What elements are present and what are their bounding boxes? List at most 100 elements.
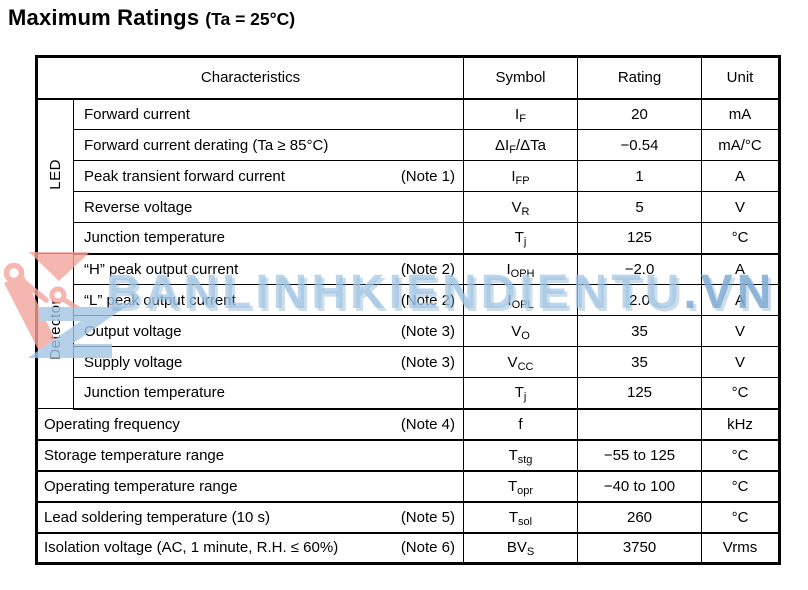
- rating-value: 3750: [577, 532, 702, 564]
- symbol-value: Tj: [463, 377, 578, 410]
- table-row: Isolation voltage (AC, 1 minute, R.H. ≤ …: [36, 532, 780, 564]
- rating-value: 125: [577, 222, 702, 255]
- characteristic-cell: Forward current derating (Ta ≥ 85°C): [73, 129, 464, 161]
- unit-value: V: [701, 346, 780, 378]
- unit-value: °C: [701, 222, 780, 255]
- characteristic-label: Junction temperature: [84, 229, 225, 247]
- unit-value: °C: [701, 470, 780, 503]
- note-label: (Note 2): [400, 291, 455, 309]
- symbol-value: IF: [463, 98, 578, 130]
- table-row: Junction temperature Tj 125 °C: [37, 222, 780, 255]
- table-row: Operating frequency (Note 4) f kHz: [36, 408, 780, 441]
- rating-value: −40 to 100: [577, 470, 702, 503]
- characteristic-cell: Storage temperature range: [36, 439, 464, 472]
- page-title: Maximum Ratings (Ta = 25°C): [8, 5, 295, 31]
- table-body: LED Forward current IF 20 mA Forward current …: [36, 98, 780, 564]
- symbol-value: VR: [463, 191, 578, 223]
- unit-value: A: [701, 284, 780, 316]
- symbol-value: Tj: [463, 222, 578, 255]
- column-header-symbol: Symbol: [463, 56, 578, 100]
- rating-value: 35: [577, 315, 702, 347]
- table-row: Supply voltage (Note 3) VCC 35 V: [37, 346, 780, 378]
- page-title-main: Maximum Ratings: [8, 5, 200, 30]
- characteristic-label: Operating frequency: [44, 415, 180, 433]
- note-label: (Note 6): [400, 539, 455, 557]
- table-row: Reverse voltage VR 5 V: [37, 191, 780, 223]
- characteristic-cell: Operating temperature range: [36, 470, 464, 503]
- characteristic-cell: Output voltage (Note 3): [73, 315, 464, 347]
- symbol-value: Tstg: [463, 439, 578, 472]
- unit-value: mA: [701, 98, 780, 130]
- unit-value: V: [701, 191, 780, 223]
- unit-value: A: [701, 160, 780, 192]
- rating-value: [577, 408, 702, 441]
- table-row: “L” peak output current (Note 2) IOPL 2.0 A: [37, 284, 780, 316]
- rating-value: 2.0: [577, 284, 702, 316]
- characteristic-cell: Lead soldering temperature (10 s) (Note 5…: [36, 501, 464, 534]
- characteristic-label: Forward current derating (Ta ≥ 85°C): [84, 136, 329, 154]
- symbol-value: f: [463, 408, 578, 441]
- characteristic-label: Storage temperature range: [44, 446, 225, 464]
- note-label: (Note 1): [400, 167, 455, 185]
- symbol-value: IOPL: [463, 284, 578, 316]
- unit-value: °C: [701, 377, 780, 410]
- rating-value: 125: [577, 377, 702, 410]
- table-row: Forward current derating (Ta ≥ 85°C) ΔIF/…: [37, 129, 780, 161]
- characteristic-label: Operating temperature range: [44, 477, 238, 495]
- characteristic-cell: Reverse voltage: [73, 191, 464, 223]
- table-row: Lead soldering temperature (10 s) (Note 5…: [36, 501, 780, 534]
- group-label-detector: Detector: [36, 253, 74, 409]
- table-row: Operating temperature range Topr −40 to 10…: [36, 470, 780, 503]
- characteristic-label: Junction temperature: [84, 384, 225, 402]
- characteristic-cell: “L” peak output current (Note 2): [73, 284, 464, 316]
- symbol-value: BVS: [463, 532, 578, 564]
- table-row: Output voltage (Note 3) VO 35 V: [37, 315, 780, 347]
- note-label: (Note 4): [400, 415, 455, 433]
- rating-value: 1: [577, 160, 702, 192]
- characteristic-label: “L” peak output current: [84, 291, 236, 309]
- characteristic-label: Forward current: [84, 105, 190, 123]
- symbol-value: Tsol: [463, 501, 578, 534]
- symbol-value: ΔIF/ΔTa: [463, 129, 578, 161]
- rating-value: 35: [577, 346, 702, 378]
- ratings-table: Characteristics Symbol Rating Unit LED Fo…: [35, 55, 781, 565]
- unit-value: A: [701, 253, 780, 285]
- characteristic-label: Reverse voltage: [84, 198, 193, 216]
- characteristic-cell: “H” peak output current (Note 2): [73, 253, 464, 285]
- group-label-led: LED: [36, 98, 74, 254]
- characteristic-cell: Isolation voltage (AC, 1 minute, R.H. ≤ …: [36, 532, 464, 564]
- characteristic-label: “H” peak output current: [84, 260, 239, 278]
- unit-value: °C: [701, 501, 780, 534]
- symbol-value: VCC: [463, 346, 578, 378]
- characteristic-label: Supply voltage: [84, 353, 183, 371]
- characteristic-cell: Junction temperature: [73, 377, 464, 410]
- rating-value: 5: [577, 191, 702, 223]
- column-header-unit: Unit: [701, 56, 780, 100]
- table-row: Peak transient forward current (Note 1) IF…: [37, 160, 780, 192]
- characteristic-cell: Operating frequency (Note 4): [36, 408, 464, 441]
- column-header-characteristics: Characteristics: [36, 56, 464, 100]
- header-row: Characteristics Symbol Rating Unit: [36, 56, 780, 100]
- symbol-value: Topr: [463, 470, 578, 503]
- characteristic-label: Output voltage: [84, 322, 182, 340]
- characteristic-cell: Supply voltage (Note 3): [73, 346, 464, 378]
- unit-value: V: [701, 315, 780, 347]
- note-label: (Note 3): [400, 322, 455, 340]
- table-row: LED Forward current IF 20 mA: [36, 98, 780, 254]
- symbol-value: IOPH: [463, 253, 578, 285]
- characteristic-cell: Junction temperature: [73, 222, 464, 255]
- rating-value: −2.0: [577, 253, 702, 285]
- characteristic-cell: Peak transient forward current (Note 1): [73, 160, 464, 192]
- symbol-value: VO: [463, 315, 578, 347]
- rating-value: −0.54: [577, 129, 702, 161]
- page-title-condition: (Ta = 25°C): [205, 9, 296, 29]
- unit-value: mA/°C: [701, 129, 780, 161]
- table-header: Characteristics Symbol Rating Unit: [36, 56, 780, 100]
- characteristic-label: Isolation voltage (AC, 1 minute, R.H. ≤ …: [44, 539, 339, 557]
- unit-value: Vrms: [701, 532, 780, 564]
- rating-value: −55 to 125: [577, 439, 702, 472]
- unit-value: kHz: [701, 408, 780, 441]
- characteristic-label: Peak transient forward current: [84, 167, 285, 185]
- characteristic-label: Lead soldering temperature (10 s): [44, 508, 270, 526]
